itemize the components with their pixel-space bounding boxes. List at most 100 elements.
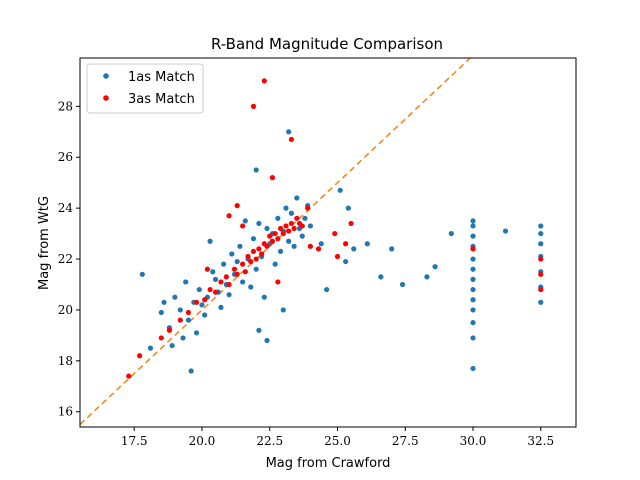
data-point — [204, 266, 210, 272]
data-point — [324, 286, 330, 293]
data-point — [332, 230, 338, 237]
x-axis-ticks: 17.5 20.0 22.5 25.0 27.5 30.0 32.5 — [121, 427, 554, 448]
data-point — [231, 266, 238, 272]
data-point — [299, 233, 305, 239]
data-point — [202, 297, 208, 303]
data-point — [283, 223, 289, 229]
data-point — [258, 251, 265, 257]
data-point — [226, 292, 232, 298]
data-point — [280, 307, 286, 313]
data-point — [248, 284, 254, 290]
data-point — [286, 129, 292, 135]
data-point — [470, 218, 476, 224]
data-point — [223, 274, 229, 280]
data-point — [207, 238, 213, 244]
data-point — [305, 205, 311, 211]
data-point — [470, 297, 476, 303]
data-point — [261, 78, 267, 84]
data-point — [286, 238, 292, 244]
x-tick-label: 17.5 — [121, 434, 148, 448]
data-point — [229, 251, 235, 257]
y-tick-label: 18 — [58, 354, 73, 368]
data-point — [448, 230, 454, 237]
x-tick-label: 30.0 — [460, 434, 487, 448]
data-point — [139, 271, 145, 277]
data-point — [234, 271, 240, 277]
data-point — [378, 274, 384, 280]
data-point — [470, 256, 476, 262]
data-point — [256, 246, 262, 252]
data-point — [207, 286, 213, 293]
data-point — [538, 286, 544, 293]
data-point — [538, 299, 544, 305]
data-point — [345, 205, 351, 211]
data-point — [470, 320, 476, 326]
data-point — [277, 248, 284, 255]
y-tick-label: 22 — [58, 252, 73, 266]
legend-marker-1as — [103, 73, 109, 79]
series-3as-match — [126, 78, 544, 379]
data-point — [280, 230, 286, 237]
data-point — [538, 271, 544, 277]
data-point — [183, 279, 189, 285]
data-point — [277, 225, 284, 232]
data-point — [240, 261, 246, 267]
data-point — [275, 279, 281, 285]
y-axis-ticks: 16 18 20 22 24 26 28 — [58, 99, 80, 419]
y-tick-label: 16 — [58, 405, 73, 419]
data-point — [188, 368, 194, 374]
data-point — [302, 215, 308, 221]
x-tick-label: 27.5 — [392, 434, 419, 448]
data-point — [177, 307, 183, 313]
data-point — [269, 175, 276, 181]
plot-area — [80, 58, 544, 426]
data-point — [470, 276, 476, 282]
data-point — [253, 256, 259, 262]
data-point — [264, 337, 270, 344]
data-point — [318, 241, 324, 247]
x-tick-label: 32.5 — [527, 434, 554, 448]
data-point — [470, 335, 476, 341]
data-point — [389, 246, 395, 252]
data-point — [299, 223, 305, 229]
data-point — [193, 330, 200, 336]
data-point — [470, 223, 476, 229]
data-point — [185, 309, 192, 316]
data-point — [307, 243, 313, 249]
data-point — [261, 294, 267, 300]
data-point — [470, 266, 476, 272]
x-tick-label: 25.0 — [324, 434, 351, 448]
data-point — [226, 281, 232, 288]
y-tick-label: 24 — [58, 201, 74, 215]
y-tick-label: 26 — [58, 150, 73, 164]
data-point — [351, 246, 357, 252]
data-point — [424, 274, 430, 280]
data-point — [538, 223, 544, 229]
legend: 1as Match 3as Match — [86, 63, 204, 114]
data-point — [538, 241, 544, 247]
y-axis-label: Mag from WtG — [37, 196, 52, 290]
data-point — [272, 261, 278, 267]
data-point — [240, 279, 246, 285]
data-point — [291, 225, 297, 232]
legend-label-3as: 3as Match — [128, 92, 195, 107]
data-point — [185, 317, 192, 323]
data-point — [294, 195, 300, 201]
data-point — [240, 223, 246, 229]
x-tick-label: 22.5 — [256, 434, 283, 448]
data-point — [307, 223, 313, 229]
data-point — [193, 299, 200, 305]
legend-marker-3as — [103, 95, 109, 101]
data-point — [202, 312, 208, 318]
data-point — [226, 213, 232, 219]
data-point — [470, 246, 476, 252]
x-axis-label: Mag from Crawford — [266, 456, 391, 471]
data-point — [234, 203, 240, 209]
data-point — [180, 335, 186, 341]
data-point — [283, 205, 289, 211]
data-point — [126, 373, 132, 379]
series-1as-match — [139, 129, 544, 374]
data-point — [137, 353, 143, 359]
data-point — [291, 243, 297, 249]
